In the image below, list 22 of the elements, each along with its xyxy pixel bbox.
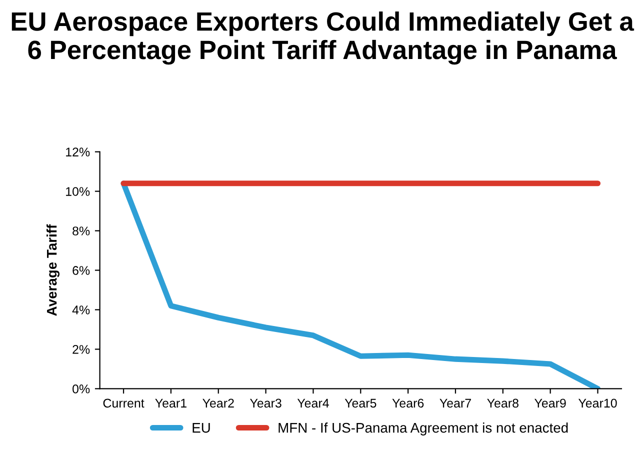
legend-label: MFN - If US-Panama Agreement is not enacted bbox=[278, 422, 568, 436]
x-tick-label: Year5 bbox=[344, 398, 376, 408]
x-tick-label: Year8 bbox=[487, 398, 518, 408]
chart-title: EU Aerospace Exporters Could Immediately Get a 6 Percentage Point Tariff Advantage in Panama bbox=[12, 12, 634, 65]
y-tick-label: 6% bbox=[72, 266, 90, 275]
y-tick-label: 0% bbox=[72, 384, 90, 394]
x-tick-label: Year10 bbox=[578, 398, 617, 408]
x-tick-label: Year2 bbox=[202, 398, 234, 408]
x-tick-label: Year1 bbox=[155, 398, 186, 408]
x-tick-label: Year4 bbox=[297, 398, 329, 408]
y-tick-label: 10% bbox=[66, 187, 90, 196]
y-tick-label: 12% bbox=[66, 148, 90, 156]
x-tick-label: Year6 bbox=[392, 398, 424, 408]
x-tick-label: Year7 bbox=[440, 398, 471, 408]
x-tick-label: Year3 bbox=[250, 398, 282, 408]
y-axis-title: Average Tariff bbox=[46, 224, 60, 316]
x-tick-label: Year9 bbox=[534, 398, 566, 408]
y-tick-label: 2% bbox=[72, 345, 90, 354]
legend-label: EU bbox=[192, 423, 210, 433]
y-tick-label: 4% bbox=[72, 306, 90, 314]
y-tick-label: 8% bbox=[72, 226, 90, 236]
x-tick-label: Current bbox=[103, 398, 144, 408]
